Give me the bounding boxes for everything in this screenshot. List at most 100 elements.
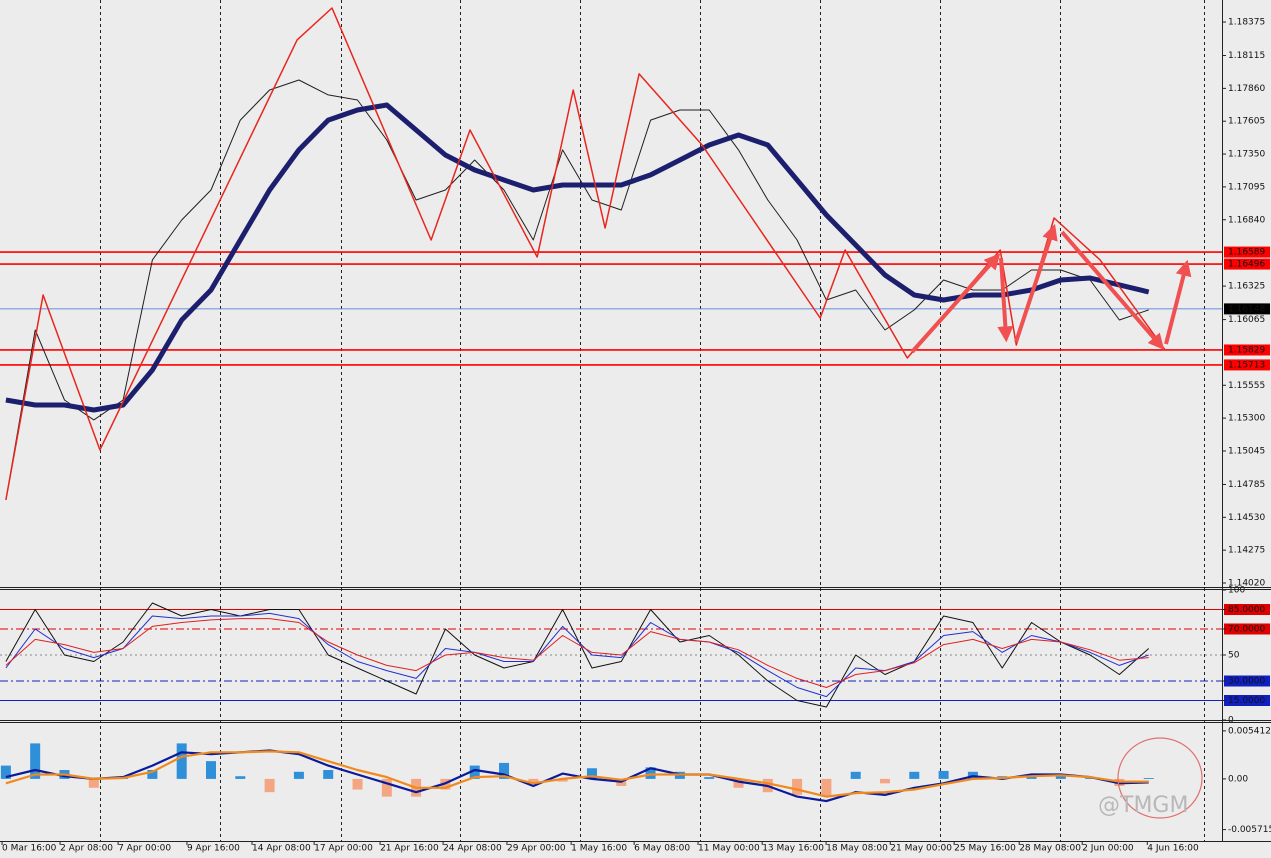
level-label: 1.16496 — [1228, 260, 1265, 270]
y-tick-label: 1.17605 — [1228, 117, 1265, 127]
histogram-bar — [88, 778, 99, 788]
histogram-bar — [381, 778, 392, 797]
histogram-bar — [1055, 775, 1066, 779]
tick-label-box — [1224, 623, 1270, 635]
histogram-bar — [821, 778, 832, 797]
histogram-bar — [938, 770, 949, 779]
y-tick-label: -0.0057155 — [1228, 825, 1271, 835]
histogram-bar — [499, 762, 510, 779]
y-tick-label: 1.14785 — [1228, 480, 1265, 490]
y-tick-label: 85.0000 — [1228, 605, 1265, 615]
series-line — [5, 750, 1149, 798]
histogram-bar — [733, 778, 744, 788]
histogram-bar — [586, 768, 597, 779]
histogram-bar — [792, 778, 803, 795]
histogram-bar — [30, 743, 41, 779]
x-tick-label: 7 Apr 00:00 — [118, 844, 171, 854]
level-label-box — [1224, 258, 1270, 270]
histogram-bar — [147, 770, 158, 779]
x-tick-label: 21 May 00:00 — [890, 844, 952, 854]
histogram-bar — [704, 777, 715, 779]
y-tick-label: 15.0000 — [1228, 696, 1265, 706]
histogram-bar — [1143, 778, 1154, 779]
y-tick-label: 1.15045 — [1228, 446, 1265, 456]
histogram-bar — [352, 778, 363, 790]
y-tick-label: 0.0054121 — [1228, 726, 1271, 736]
x-tick-label: 17 Apr 00:00 — [314, 844, 373, 854]
histogram-bar — [909, 771, 920, 779]
histogram-bar — [176, 743, 187, 779]
y-tick-label: 50 — [1228, 651, 1240, 661]
y-tick-label: 1.16065 — [1228, 315, 1265, 325]
histogram-bar — [323, 770, 334, 779]
histogram-bar — [0, 765, 11, 779]
level-label: 1.16148 — [1228, 304, 1265, 314]
series-line — [5, 602, 1150, 708]
y-tick-label: 1.17860 — [1228, 84, 1265, 94]
y-tick-label: 1.14020 — [1228, 579, 1265, 589]
level-label: 1.15713 — [1228, 360, 1265, 370]
level-label-box — [1224, 359, 1270, 371]
series-line — [5, 612, 1149, 698]
histogram-bar — [469, 765, 480, 779]
y-tick-label: 100 — [1228, 586, 1245, 596]
x-tick-label: 13 May 16:00 — [762, 844, 824, 854]
y-tick-label: 1.18375 — [1228, 18, 1265, 28]
histogram-bar — [645, 767, 656, 779]
histogram-bar — [293, 771, 304, 779]
y-tick-label: 30.0000 — [1228, 677, 1265, 687]
x-tick-label: 6 May 08:00 — [634, 844, 690, 854]
tick-label-box — [1224, 695, 1270, 706]
y-tick-label: 1.14275 — [1228, 546, 1265, 556]
series-line — [5, 7, 1166, 501]
x-tick-label: 29 Apr 00:00 — [507, 844, 566, 854]
y-tick-label: 1.17350 — [1228, 150, 1265, 160]
histogram-bar — [205, 761, 216, 779]
series-line — [5, 749, 1149, 803]
tick-label-box — [1224, 604, 1270, 615]
watermark: @TMGM — [1098, 793, 1188, 818]
y-tick-label: 1.18115 — [1228, 51, 1265, 61]
level-label-box — [1224, 344, 1270, 356]
y-tick-label: 0.00 — [1228, 774, 1248, 784]
histogram-bar — [264, 778, 275, 793]
y-tick-label: 1.14530 — [1228, 513, 1265, 523]
histogram-bar — [879, 778, 890, 784]
tick-label-box — [1224, 675, 1270, 687]
y-tick-label: 1.15300 — [1228, 414, 1265, 424]
highlight-circle — [1117, 737, 1203, 819]
y-tick-label: 70.0000 — [1228, 625, 1265, 635]
x-tick-label: 24 Apr 08:00 — [443, 844, 502, 854]
y-tick-label: 1.16325 — [1228, 282, 1265, 292]
x-tick-label: 0 Mar 16:00 — [2, 844, 57, 854]
x-tick-label: 9 Apr 16:00 — [187, 844, 240, 854]
x-tick-label: 28 May 08:00 — [1019, 844, 1081, 854]
level-label: 1.15829 — [1228, 345, 1265, 355]
series-line — [5, 79, 1149, 500]
level-label-box — [1224, 246, 1270, 258]
histogram-bar — [850, 771, 861, 779]
x-tick-label: 1 May 16:00 — [571, 844, 627, 854]
level-label-box — [1224, 303, 1270, 315]
x-tick-label: 2 Jun 00:00 — [1082, 844, 1134, 854]
histogram-bar — [557, 778, 568, 782]
x-tick-label: 25 May 16:00 — [954, 844, 1016, 854]
trend-arrows — [910, 223, 1192, 354]
x-tick-label: 21 Apr 16:00 — [380, 844, 439, 854]
x-tick-label: 11 May 00:00 — [698, 844, 760, 854]
y-tick-label: 1.17095 — [1228, 182, 1265, 192]
y-tick-label: 1.16840 — [1228, 215, 1265, 225]
histogram-bar — [1026, 776, 1037, 779]
y-tick-label: 1.15555 — [1228, 381, 1265, 391]
histogram-bar — [235, 776, 246, 779]
x-tick-label: 4 Jun 16:00 — [1147, 844, 1199, 854]
x-tick-label: 2 Apr 08:00 — [60, 844, 113, 854]
x-tick-label: 18 May 08:00 — [826, 844, 888, 854]
level-label: 1.16589 — [1228, 248, 1265, 258]
series-line — [5, 618, 1149, 688]
x-tick-label: 14 Apr 08:00 — [252, 844, 311, 854]
